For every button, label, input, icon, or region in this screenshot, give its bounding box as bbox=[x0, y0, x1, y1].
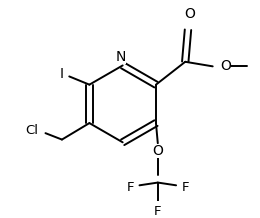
Text: N: N bbox=[116, 50, 126, 64]
Text: O: O bbox=[152, 143, 163, 158]
Text: F: F bbox=[181, 181, 189, 194]
Text: F: F bbox=[127, 181, 134, 194]
Text: I: I bbox=[60, 67, 64, 81]
Text: Cl: Cl bbox=[25, 124, 38, 137]
Text: F: F bbox=[154, 205, 161, 218]
Text: O: O bbox=[184, 7, 195, 21]
Text: O: O bbox=[220, 59, 231, 73]
